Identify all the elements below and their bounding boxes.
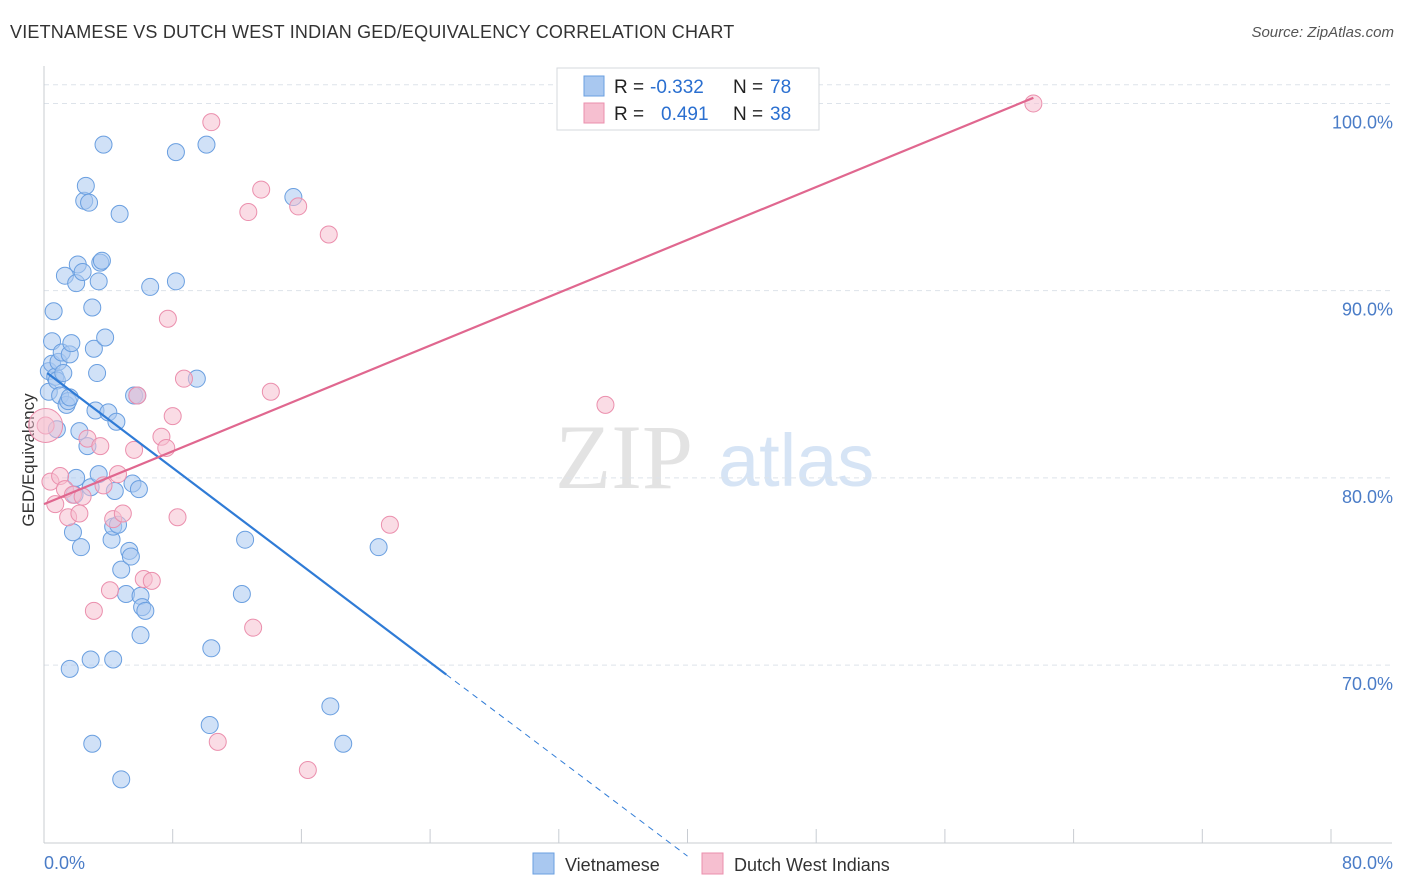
y-tick-label: 70.0%: [1342, 674, 1393, 694]
y-tick-label: 90.0%: [1342, 300, 1393, 320]
data-point: [63, 523, 82, 542]
trend-line-vietnamese-extension: [445, 674, 688, 857]
legend-n-label-2: N =: [733, 104, 763, 125]
legend-swatch-dutch: [701, 852, 724, 875]
data-point: [166, 272, 185, 291]
data-point: [62, 334, 81, 353]
data-point: [80, 193, 99, 212]
legend-r-label-2: R =: [614, 104, 644, 125]
data-point: [369, 538, 388, 557]
data-point: [84, 339, 103, 358]
data-point: [244, 618, 263, 637]
data-point: [197, 135, 216, 154]
data-point: [163, 407, 182, 426]
data-point: [136, 601, 155, 620]
data-point: [83, 734, 102, 753]
data-point: [236, 530, 255, 549]
data-point: [107, 412, 126, 431]
data-point: [125, 440, 144, 459]
data-point: [60, 659, 79, 678]
legend-n-label-1: N =: [733, 77, 763, 98]
data-point: [94, 135, 113, 154]
x-tick-label-min: 0.0%: [44, 853, 85, 873]
data-point: [92, 251, 111, 270]
trend-line-vietnamese: [46, 372, 447, 676]
legend-label-vietnamese: Vietnamese: [565, 855, 660, 875]
data-point: [168, 508, 187, 527]
data-point: [321, 697, 340, 716]
data-point: [202, 113, 221, 132]
data-point-large: [28, 407, 64, 443]
legend-swatch-pink: [583, 102, 605, 124]
data-point: [129, 480, 148, 499]
data-point: [141, 277, 160, 296]
trend-line-dutch: [43, 96, 1034, 506]
legend-swatch-blue: [583, 75, 605, 97]
data-point: [166, 143, 185, 162]
series-dutch-west-indians: [28, 94, 1043, 779]
data-point: [110, 204, 129, 223]
data-point: [83, 298, 102, 317]
data-point: [289, 197, 308, 216]
data-point: [84, 601, 103, 620]
x-tick-label-max: 80.0%: [1342, 853, 1393, 873]
watermark-atlas: atlas: [718, 419, 874, 502]
ticks: 70.0% 80.0% 90.0% 100.0% 0.0% 80.0%: [44, 112, 1393, 873]
legend-label-dutch: Dutch West Indians: [734, 855, 890, 875]
data-point: [70, 504, 89, 523]
data-point: [128, 386, 147, 405]
data-point: [380, 515, 399, 534]
data-point: [158, 309, 177, 328]
legend-n-value-2: 38: [770, 104, 791, 125]
data-point: [252, 180, 271, 199]
series-vietnamese: [39, 135, 388, 789]
trend-lines: [43, 96, 1034, 857]
data-point: [131, 626, 150, 645]
data-point: [112, 770, 131, 789]
data-point: [73, 262, 92, 281]
grid-lines: [44, 84, 1392, 666]
data-point: [89, 272, 108, 291]
source-label: Source: ZipAtlas.com: [1251, 24, 1394, 41]
data-point: [100, 581, 119, 600]
data-point: [174, 369, 193, 388]
data-point: [596, 395, 615, 414]
legend-r-label-1: R =: [614, 77, 644, 98]
data-point: [1024, 94, 1043, 113]
legend-r-value-1: -0.332: [650, 77, 704, 98]
data-point: [54, 364, 73, 383]
data-point: [142, 571, 161, 590]
data-point: [334, 734, 353, 753]
legend-n-value-1: 78: [770, 77, 791, 98]
y-tick-label: 80.0%: [1342, 487, 1393, 507]
watermark-zip: ZIP: [555, 406, 693, 508]
data-point: [112, 560, 131, 579]
data-point: [319, 225, 338, 244]
chart-title: VIETNAMESE VS DUTCH WEST INDIAN GED/EQUI…: [10, 22, 735, 42]
y-tick-label: 100.0%: [1332, 112, 1393, 132]
data-point: [121, 547, 140, 566]
data-point: [91, 437, 110, 456]
stats-legend: R = -0.332 N = 78 R = 0.491 N = 38: [556, 67, 820, 131]
data-point: [232, 584, 251, 603]
data-point: [200, 716, 219, 735]
data-point: [81, 650, 100, 669]
axes: [43, 66, 1392, 844]
legend-swatch-vietnamese: [532, 852, 555, 875]
data-point: [261, 382, 280, 401]
data-point: [104, 650, 123, 669]
series-legend: Vietnamese Dutch West Indians: [532, 852, 890, 875]
data-point: [202, 639, 221, 658]
data-point: [76, 176, 95, 195]
data-point: [208, 732, 227, 751]
data-point: [239, 203, 258, 222]
data-point: [88, 364, 107, 383]
data-point: [96, 328, 115, 347]
legend-r-value-2: 0.491: [661, 104, 709, 125]
data-point: [113, 504, 132, 523]
data-point: [298, 760, 317, 779]
data-point: [72, 538, 91, 557]
data-point: [44, 302, 63, 321]
